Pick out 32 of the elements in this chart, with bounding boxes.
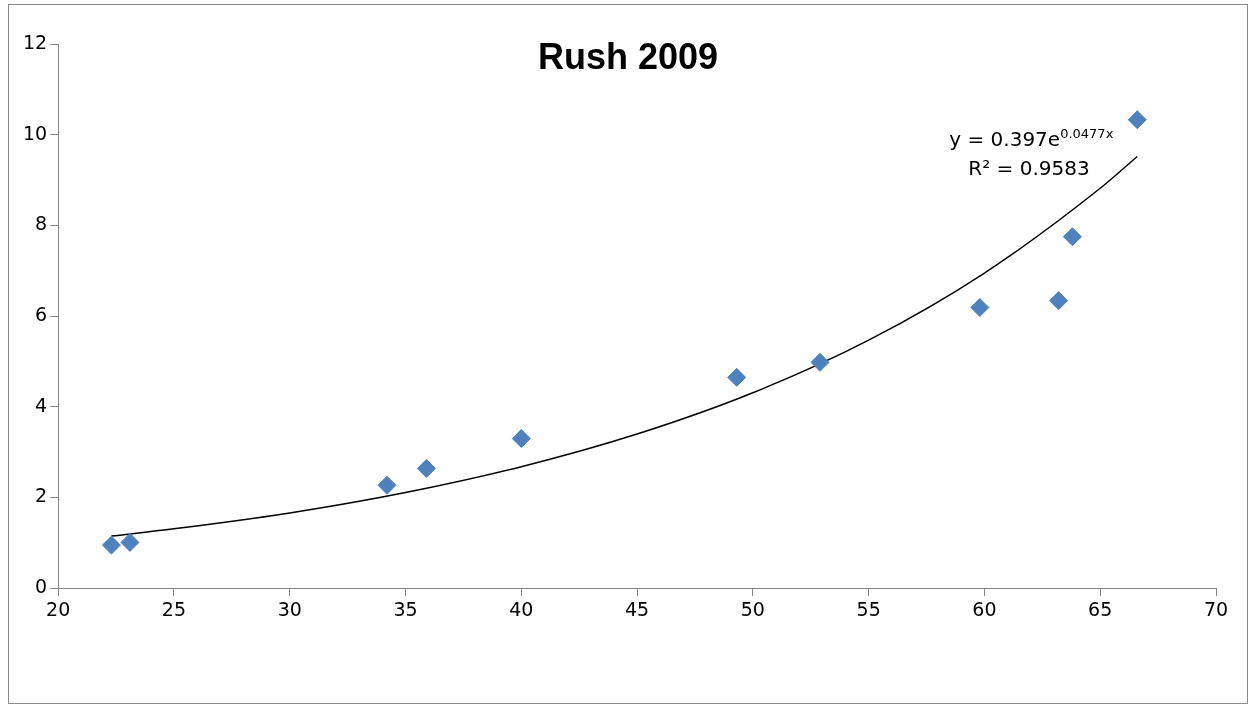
point	[511, 429, 531, 449]
x-tick-label: 60	[972, 597, 997, 620]
point	[377, 475, 397, 495]
x-tick-label: 70	[1203, 597, 1229, 620]
y-tick-label: 0	[35, 575, 48, 598]
x-tick-label: 20	[46, 597, 71, 620]
point	[1062, 227, 1082, 247]
y-tick-label: 10	[22, 121, 48, 144]
x-tick-label: 30	[277, 597, 302, 620]
y-tick-label: 8	[35, 212, 48, 235]
point	[1127, 110, 1147, 130]
annotation: y = 0.397e$^{0.0477x}$	[949, 126, 1114, 152]
point	[970, 297, 990, 317]
point	[120, 532, 140, 552]
point	[101, 535, 121, 555]
y-tick-label: 6	[35, 303, 48, 326]
annotation: R² = 0.9583	[968, 156, 1090, 181]
x-tick-label: 65	[1088, 597, 1113, 620]
x-tick-label: 55	[856, 597, 881, 620]
point	[416, 458, 436, 478]
x-tick-label: 35	[393, 597, 418, 620]
point	[1049, 291, 1069, 311]
point	[810, 352, 830, 372]
y-tick-label: 12	[22, 30, 48, 53]
x-tick-label: 40	[509, 597, 534, 620]
chart-title: Rush 2009	[536, 36, 720, 78]
x-tick-label: 50	[740, 597, 765, 620]
y-tick-label: 2	[35, 484, 48, 507]
y-tick-label: 4	[35, 393, 48, 416]
x-tick-label: 45	[624, 597, 650, 620]
point	[727, 367, 747, 387]
x-tick-label: 25	[161, 597, 187, 620]
